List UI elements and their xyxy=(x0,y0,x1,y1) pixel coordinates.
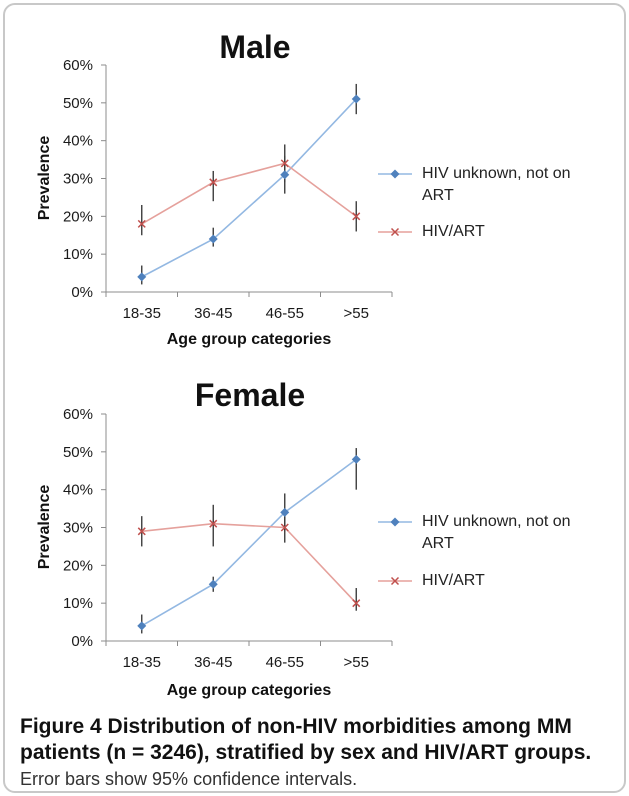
legend-item-male-hiv-art: HIV/ART xyxy=(376,221,592,243)
legend-item-male-hiv-unknown: HIV unknown, not on ART xyxy=(376,163,592,207)
caption-note: Error bars show 95% confidence intervals… xyxy=(20,769,358,789)
legend-label: HIV/ART xyxy=(422,223,485,240)
data-point-hiv-unknown-not-on-art xyxy=(208,579,218,589)
y-tick-label: 50% xyxy=(63,444,93,461)
chart-title: Female xyxy=(195,377,305,413)
x-tick-label: >55 xyxy=(344,305,369,322)
legend-symbol xyxy=(390,169,400,179)
x-tick-label: >55 xyxy=(344,654,369,671)
y-tick-label: 30% xyxy=(63,520,93,537)
y-tick-label: 10% xyxy=(63,246,93,263)
data-point-hiv-unknown-not-on-art xyxy=(280,507,290,517)
x-axis-title: Age group categories xyxy=(167,331,332,348)
data-point-hiv-art xyxy=(280,159,289,168)
data-point-hiv-art xyxy=(352,212,361,221)
figure-charts: Male 0% 10% 20% 30% 40% 50% 60% 18-35 36-45 46-55 >… xyxy=(36,29,393,699)
x-marker-icon xyxy=(378,576,412,586)
legend-label: HIV/ART xyxy=(422,572,485,589)
data-point-hiv-art xyxy=(137,527,146,536)
y-tick-label: 0% xyxy=(71,284,93,301)
data-point-hiv-art xyxy=(280,523,289,532)
y-tick-label: 40% xyxy=(63,482,93,499)
figure-frame xyxy=(3,3,626,793)
data-point-hiv-unknown-not-on-art xyxy=(137,621,147,631)
series-line-hiv-art xyxy=(141,162,357,225)
x-tick-label: 36-45 xyxy=(194,654,232,671)
legend-item-female-hiv-art: HIV/ART xyxy=(376,570,592,592)
y-tick-label: 20% xyxy=(63,557,93,574)
data-point-hiv-art xyxy=(352,599,361,608)
chart-female: Female 0% 10% 20% 30% 40% 50% 60% 18-35 36-45 46-5… xyxy=(36,377,393,699)
figure-caption: Figure 4 Distribution of non-HIV morbidi… xyxy=(20,714,616,790)
chart-male: Male 0% 10% 20% 30% 40% 50% 60% 18-35 36-45 46-55 >… xyxy=(36,29,393,348)
series-line-hiv-art xyxy=(141,522,357,604)
data-point-hiv-art xyxy=(137,219,146,228)
data-point-hiv-unknown-not-on-art xyxy=(208,234,218,244)
y-tick-label: 50% xyxy=(63,95,93,112)
data-point-hiv-art xyxy=(209,519,218,528)
x-marker-icon xyxy=(378,227,412,237)
legend-label: HIV unknown, not on ART xyxy=(422,513,571,552)
x-tick-label: 18-35 xyxy=(123,305,161,322)
x-tick-label: 18-35 xyxy=(123,654,161,671)
y-tick-label: 60% xyxy=(63,406,93,423)
data-point-hiv-unknown-not-on-art xyxy=(351,454,361,464)
y-tick-label: 10% xyxy=(63,595,93,612)
diamond-marker-icon xyxy=(378,169,412,179)
y-tick-label: 40% xyxy=(63,133,93,150)
diamond-marker-icon xyxy=(378,517,412,527)
data-point-hiv-art xyxy=(209,178,218,187)
legend-item-female-hiv-unknown: HIV unknown, not on ART xyxy=(376,511,592,555)
series-line-hiv-unknown-not-on-art xyxy=(141,98,357,278)
chart-title: Male xyxy=(219,29,290,65)
x-tick-label: 46-55 xyxy=(266,654,304,671)
x-axis-title: Age group categories xyxy=(167,682,332,699)
x-tick-label: 46-55 xyxy=(266,305,304,322)
legend-symbol xyxy=(390,227,400,237)
y-axis-title: Prevalence xyxy=(36,485,53,570)
y-tick-label: 20% xyxy=(63,208,93,225)
y-axis-title: Prevalence xyxy=(36,136,53,221)
y-tick-label: 30% xyxy=(63,171,93,188)
y-tick-label: 60% xyxy=(63,57,93,74)
caption-body: Distribution of non-HIV morbidities amon… xyxy=(20,715,592,764)
x-tick-label: 36-45 xyxy=(194,305,232,322)
data-point-hiv-unknown-not-on-art xyxy=(137,272,147,282)
series-line-hiv-unknown-not-on-art xyxy=(141,458,357,627)
legend-label: HIV unknown, not on ART xyxy=(422,165,571,204)
y-tick-label: 0% xyxy=(71,633,93,650)
data-point-hiv-unknown-not-on-art xyxy=(280,170,290,180)
legend-symbol xyxy=(390,576,400,586)
legend-symbol xyxy=(390,517,400,527)
data-point-hiv-unknown-not-on-art xyxy=(351,94,361,104)
caption-text: Figure 4 Distribution of non-HIV morbidi… xyxy=(20,714,616,766)
figure-label: Figure 4 xyxy=(20,715,102,738)
